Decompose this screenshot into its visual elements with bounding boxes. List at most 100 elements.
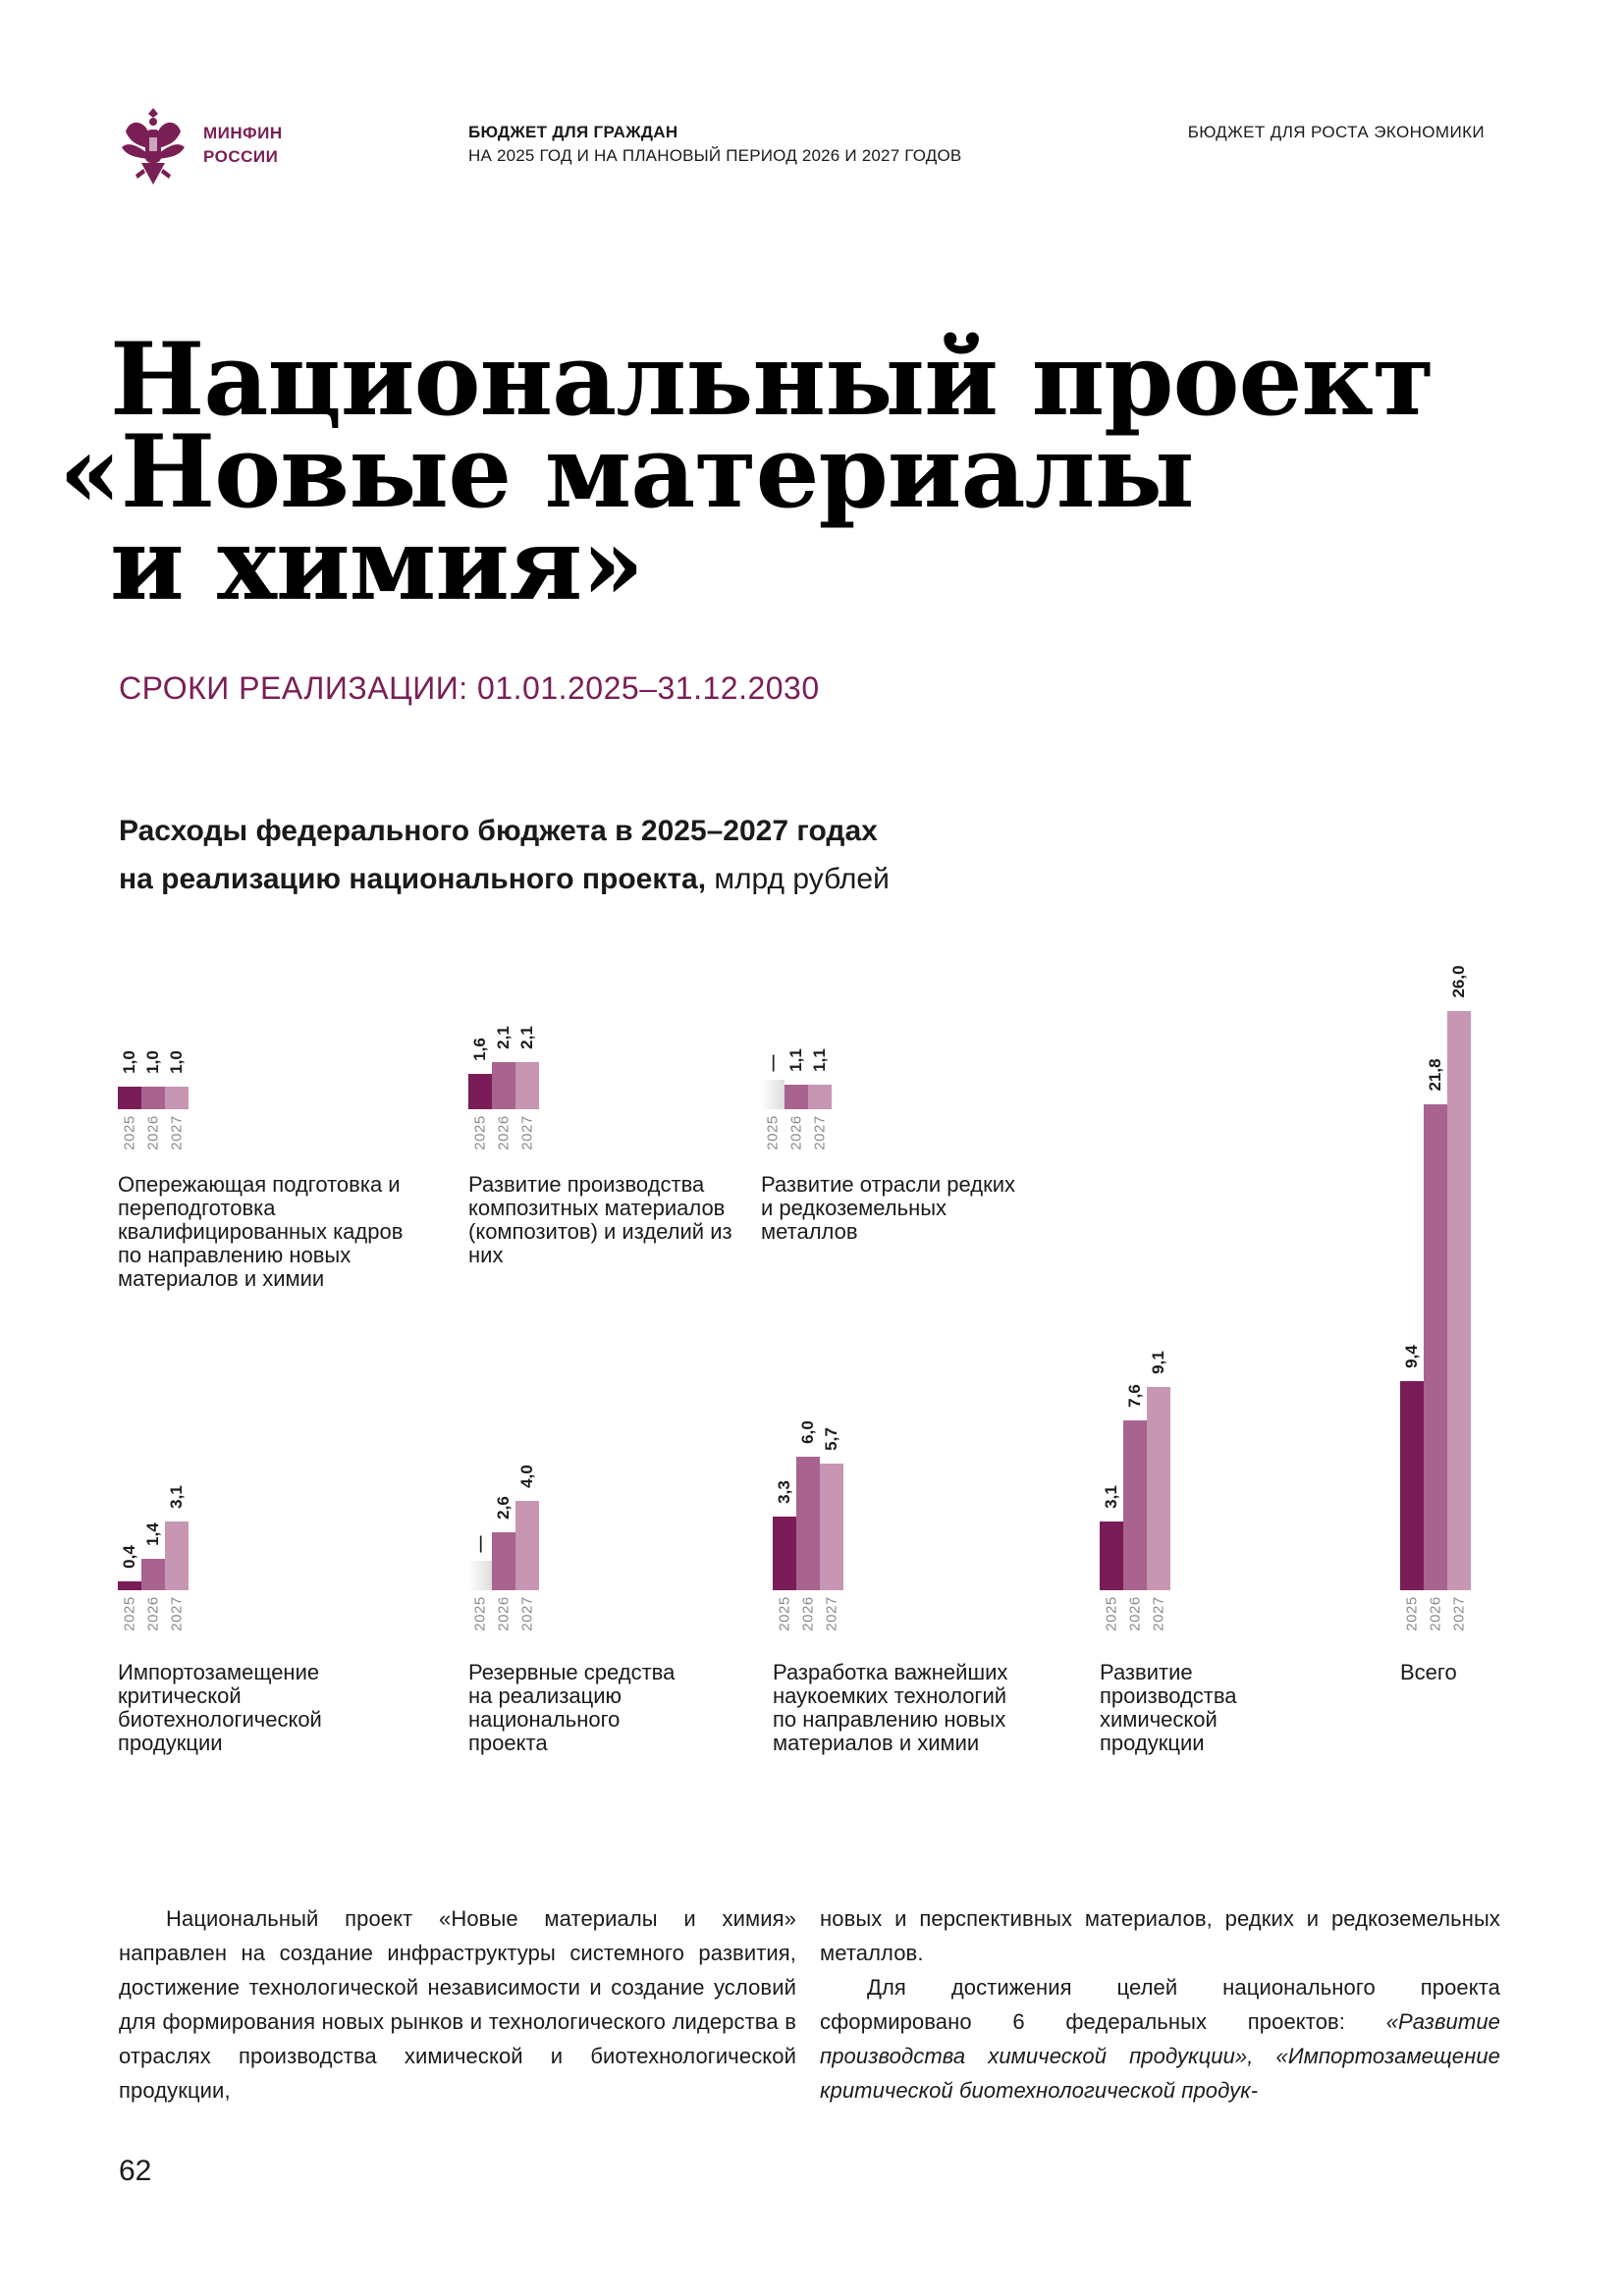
- bar-2026: [1123, 1420, 1147, 1590]
- year-tick-label: 2026: [1126, 1596, 1144, 1631]
- year-tick-label: 2025: [776, 1596, 793, 1631]
- bar-2027: [820, 1463, 843, 1590]
- bar-2027: [515, 1501, 539, 1590]
- body-column-1: Национальный проект «Новые материалы и х…: [119, 1901, 796, 2108]
- year-tick-label: 2025: [764, 1115, 782, 1150]
- body-paragraph-3-italic: «Развитие производства химической продук…: [820, 2009, 1500, 2103]
- year-tick-label: 2025: [1403, 1596, 1421, 1631]
- value-label-2027: 9,1: [1149, 1351, 1167, 1375]
- org-line2: РОССИИ: [203, 147, 279, 166]
- year-tick-label: 2025: [1103, 1596, 1120, 1631]
- year-tick-label: 2027: [168, 1596, 186, 1631]
- header-right-title: БЮДЖЕТ ДЛЯ РОСТА ЭКОНОМИКИ: [1187, 123, 1485, 141]
- zero-bar-2025: [761, 1080, 785, 1109]
- body-column-2: новых и перспективных материалов, редких…: [820, 1901, 1500, 2108]
- bar-2026: [492, 1531, 515, 1590]
- bar-2025: [118, 1580, 141, 1590]
- year-tick-label: 2027: [518, 1115, 536, 1150]
- year-tick-label: 2026: [144, 1596, 162, 1631]
- year-tick-label: 2027: [1150, 1596, 1167, 1631]
- bar-2026: [492, 1062, 515, 1109]
- value-label-2026: 1,1: [786, 1048, 805, 1072]
- year-tick-label: 2025: [471, 1596, 489, 1631]
- group-label: Импортозамещение критической биотехнолог…: [118, 1660, 322, 1755]
- year-tick-label: 2026: [799, 1596, 817, 1631]
- value-label-2026: 2,6: [494, 1496, 513, 1520]
- value-label-2025: 0,4: [120, 1545, 138, 1569]
- ministry-name: МИНФИН РОССИИ: [203, 122, 283, 169]
- year-tick-label: 2027: [811, 1115, 829, 1150]
- value-label-2026: 1,4: [143, 1522, 162, 1547]
- bar-2027: [165, 1521, 189, 1590]
- body-paragraph-3-start: Для достижения целей национального проек…: [820, 1975, 1500, 2034]
- group-label: Развитие производства композитных матери…: [468, 1172, 732, 1267]
- bar-2027: [1447, 1010, 1471, 1590]
- bar-2025: [773, 1517, 796, 1590]
- body-paragraph-3: Для достижения целей национального проек…: [820, 1970, 1500, 2108]
- value-label-2026: 1,0: [143, 1050, 162, 1075]
- bar-2026: [141, 1087, 165, 1109]
- value-label-2027: 1,1: [810, 1048, 829, 1072]
- group-label: Развитие производства химической продукц…: [1100, 1660, 1237, 1755]
- chart-heading-unit: млрд рублей: [706, 863, 890, 895]
- bar-2027: [808, 1085, 832, 1109]
- value-label-2027: 2,1: [517, 1026, 536, 1050]
- value-label-2025: —: [470, 1535, 489, 1553]
- year-tick-label: 2027: [518, 1596, 536, 1631]
- page-title-line1: Национальный проект: [110, 321, 1435, 439]
- year-tick-label: 2025: [471, 1115, 489, 1150]
- body-paragraph-2: новых и перспективных материалов, редких…: [820, 1906, 1500, 1965]
- implementation-period: СРОКИ РЕАЛИЗАЦИИ: 01.01.2025–31.12.2030: [119, 670, 820, 706]
- zero-bar-2025: [468, 1561, 492, 1590]
- bar-2025: [1100, 1521, 1123, 1590]
- group-label: Развитие отрасли редких и редкоземельных…: [761, 1172, 1015, 1244]
- year-tick-label: 2027: [823, 1596, 840, 1631]
- value-label-2025: —: [763, 1054, 782, 1072]
- year-tick-label: 2027: [1450, 1596, 1468, 1631]
- page-title-line2: «Новые материалы: [59, 413, 1195, 531]
- chart-heading-line2: на реализацию национального проекта,: [119, 863, 707, 895]
- year-tick-label: 2027: [168, 1115, 186, 1150]
- value-label-2025: 3,1: [1102, 1484, 1120, 1509]
- bar-2025: [1400, 1380, 1424, 1590]
- year-tick-label: 2026: [495, 1596, 513, 1631]
- header-title: БЮДЖЕТ ДЛЯ ГРАЖДАН: [468, 123, 678, 141]
- ministry-emblem-icon: [116, 102, 190, 190]
- year-tick-label: 2026: [144, 1115, 162, 1150]
- bar-2027: [515, 1062, 539, 1109]
- group-label: Всего: [1400, 1660, 1457, 1684]
- page-number: 62: [119, 2155, 152, 2187]
- value-label-2026: 2,1: [494, 1026, 513, 1050]
- group-label: Разработка важнейших наукоемких технолог…: [773, 1660, 1008, 1755]
- group-label: Резервные средства на реализацию национа…: [468, 1660, 676, 1755]
- chart-heading: Расходы федерального бюджета в 2025–2027…: [119, 807, 1199, 903]
- bar-2027: [1147, 1387, 1170, 1590]
- value-label-2026: 7,6: [1125, 1384, 1144, 1409]
- year-tick-label: 2026: [787, 1115, 805, 1150]
- year-tick-label: 2026: [1427, 1596, 1444, 1631]
- value-label-2025: 9,4: [1402, 1344, 1421, 1368]
- group-label: Опережающая подготовка и переподготовка …: [118, 1172, 404, 1291]
- bar-2025: [118, 1087, 141, 1109]
- bar-2027: [165, 1087, 189, 1109]
- bar-2026: [1424, 1104, 1447, 1590]
- page-title: Национальный проект «Новые материалы и х…: [59, 321, 1435, 623]
- value-label-2027: 5,7: [822, 1426, 840, 1451]
- value-label-2027: 3,1: [167, 1484, 186, 1509]
- bar-2026: [785, 1085, 808, 1109]
- value-label-2026: 21,8: [1426, 1058, 1444, 1092]
- value-label-2025: 1,6: [470, 1037, 489, 1061]
- value-label-2025: 1,0: [120, 1050, 138, 1075]
- page-title-line3: и химия»: [110, 506, 644, 623]
- bar-2025: [468, 1073, 492, 1109]
- bar-2026: [796, 1456, 820, 1590]
- year-tick-label: 2025: [121, 1596, 138, 1631]
- body-paragraph-1: Национальный проект «Новые материалы и х…: [119, 1906, 796, 2103]
- bar-2026: [141, 1559, 165, 1590]
- chart-heading-line1: Расходы федерального бюджета в 2025–2027…: [119, 815, 878, 847]
- value-label-2027: 4,0: [517, 1465, 536, 1489]
- org-line1: МИНФИН: [203, 124, 283, 142]
- year-tick-label: 2026: [495, 1115, 513, 1150]
- value-label-2025: 3,3: [775, 1480, 793, 1504]
